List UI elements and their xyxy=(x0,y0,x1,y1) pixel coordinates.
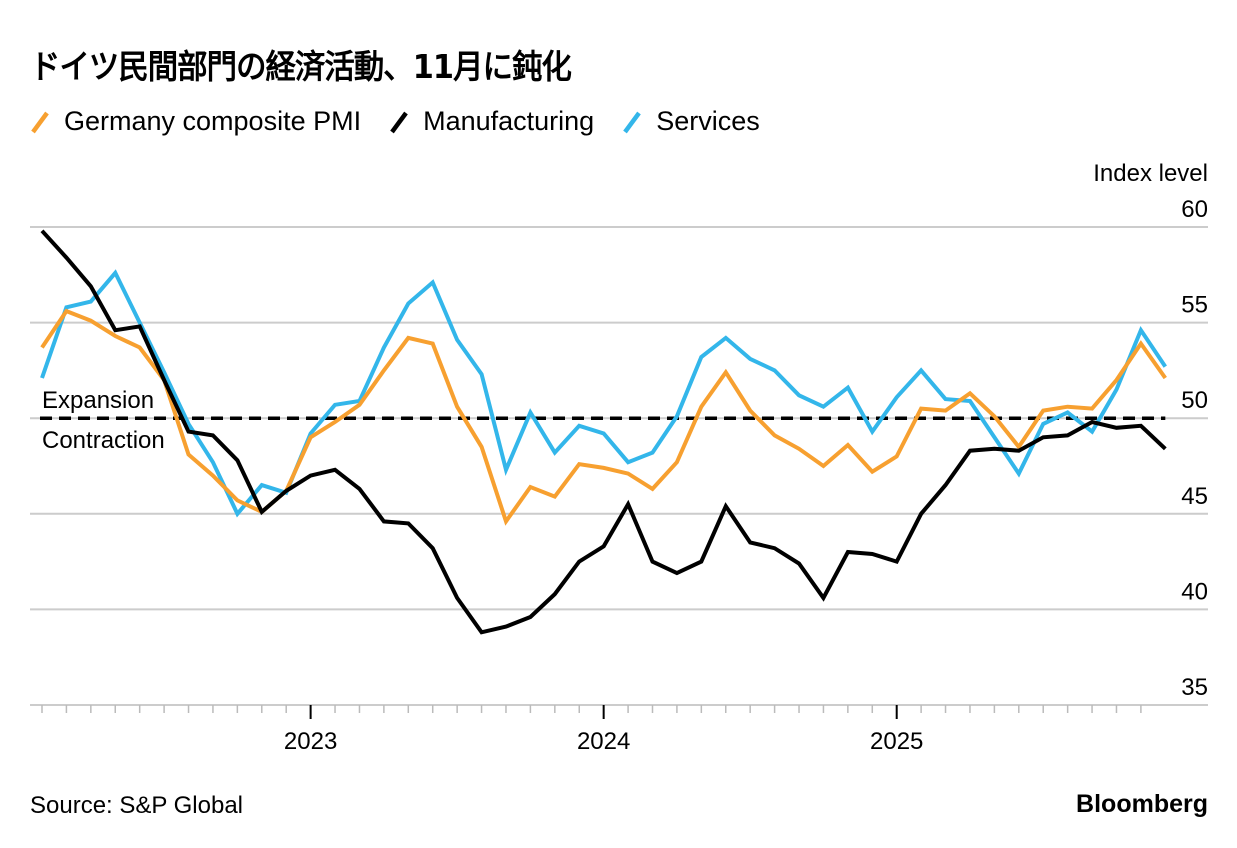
zone-labels: Expansion Contraction xyxy=(40,385,168,457)
legend-swatch-services xyxy=(623,111,642,133)
y-axis: Index level 60 55 50 45 40 35 xyxy=(1093,160,1208,701)
expansion-label: Expansion xyxy=(42,387,154,414)
legend-line-services xyxy=(623,111,642,133)
y-tick-label: 55 xyxy=(1181,292,1208,319)
legend-swatch-composite xyxy=(31,111,49,133)
legend-item-services: Services xyxy=(622,106,760,137)
bloomberg-logo: Bloomberg xyxy=(1076,790,1208,818)
legend-label-manufacturing: Manufacturing xyxy=(423,106,595,136)
series-line-services xyxy=(40,269,1167,518)
y-tick-label: 40 xyxy=(1181,578,1208,605)
legend-line-composite xyxy=(31,111,49,133)
chart-title: ドイツ民間部門の経済活動、11月に鈍化 xyxy=(30,47,572,86)
y-tick-label: 60 xyxy=(1181,196,1208,223)
x-tick-label: 2023 xyxy=(284,728,337,755)
y-tick-label: 35 xyxy=(1181,674,1208,701)
x-tick-label: 2024 xyxy=(577,728,630,755)
source-note: Source: S&P Global xyxy=(30,792,244,819)
legend-line-manufacturing xyxy=(390,111,408,133)
legend: Germany composite PMI Manufacturing Serv… xyxy=(30,106,788,137)
y-tick-label: 45 xyxy=(1181,483,1208,510)
x-tick-label: 2025 xyxy=(870,728,923,755)
legend-label-services: Services xyxy=(656,106,760,136)
y-axis-title: Index level xyxy=(1093,160,1208,187)
legend-item-composite: Germany composite PMI xyxy=(30,106,361,137)
series-lines xyxy=(40,229,1167,635)
legend-item-manufacturing: Manufacturing xyxy=(389,106,594,137)
legend-swatch-manufacturing xyxy=(390,111,408,133)
x-axis: 2023 2024 2025 xyxy=(30,704,1208,755)
series-line-manufacturing xyxy=(40,229,1167,635)
y-tick-label: 50 xyxy=(1181,387,1208,414)
series-line-germany-composite-pmi xyxy=(40,308,1167,526)
legend-label-composite: Germany composite PMI xyxy=(64,106,362,136)
contraction-label: Contraction xyxy=(42,427,165,454)
